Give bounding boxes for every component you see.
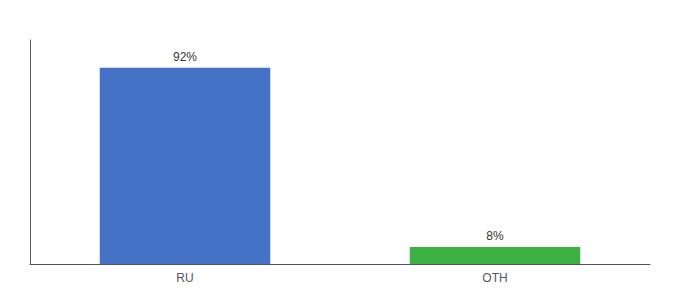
- svg-text:8%: 8%: [486, 229, 504, 243]
- svg-text:RU: RU: [176, 271, 193, 285]
- svg-text:OTH: OTH: [482, 271, 507, 285]
- svg-text:92%: 92%: [173, 50, 197, 64]
